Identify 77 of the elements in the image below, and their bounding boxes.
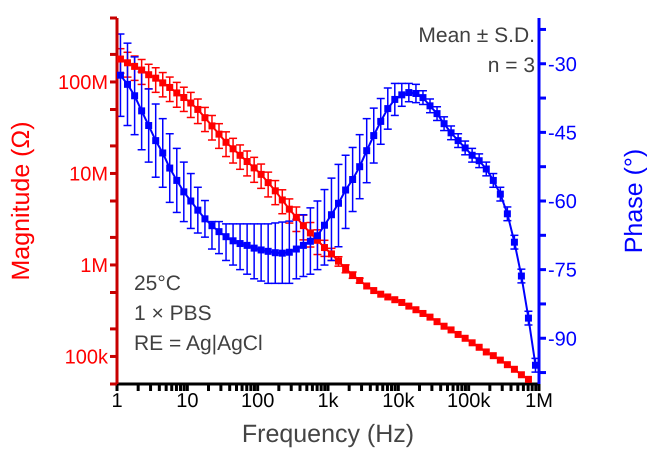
- x-tick-label: 100k: [446, 390, 492, 412]
- point: [194, 106, 202, 113]
- point: [152, 74, 160, 82]
- point: [230, 145, 237, 152]
- x-axis-title: Frequency (Hz): [242, 420, 414, 448]
- x-tick-label: 100: [240, 390, 274, 412]
- point: [272, 187, 279, 194]
- annotation: 25°C: [134, 272, 181, 296]
- x-tick-label: 1: [111, 390, 123, 412]
- point: [440, 322, 448, 330]
- point: [398, 298, 406, 306]
- point: [250, 164, 258, 172]
- y-axis-title: Magnitude (Ω): [6, 121, 35, 281]
- point: [300, 222, 307, 230]
- x-tick-label: 1M: [525, 390, 553, 412]
- y-tick-label: 1M: [80, 255, 108, 278]
- point: [201, 114, 208, 122]
- point: [468, 339, 476, 346]
- y-tick-label: 100k: [64, 346, 109, 369]
- x-tick-label: 10k: [382, 390, 416, 412]
- y2-tick-label: -90: [548, 328, 577, 350]
- point: [138, 66, 146, 74]
- point: [166, 84, 174, 91]
- point: [370, 287, 378, 294]
- point: [434, 318, 441, 326]
- point: [524, 376, 532, 383]
- annotation: RE = Ag|AgCl: [134, 332, 263, 356]
- point: [405, 302, 412, 310]
- point: [187, 99, 194, 106]
- point: [363, 282, 370, 290]
- point: [510, 366, 518, 373]
- point: [264, 179, 272, 186]
- point: [208, 122, 216, 130]
- x-tick-label: 10: [176, 390, 198, 412]
- point: [412, 306, 420, 314]
- annotation: n = 3: [488, 54, 535, 78]
- point: [454, 330, 462, 338]
- point: [222, 138, 230, 146]
- annotation: 1 × PBS: [134, 302, 212, 326]
- y-tick-label: 100M: [58, 72, 108, 94]
- point: [384, 293, 392, 300]
- point: [476, 344, 483, 351]
- point: [518, 371, 525, 378]
- point: [426, 314, 434, 321]
- annotation: Mean ± S.D.: [418, 24, 535, 48]
- y2-tick-label: -75: [548, 260, 577, 282]
- point: [236, 152, 244, 159]
- x-tick-label: 1k: [317, 390, 340, 412]
- point: [278, 196, 286, 204]
- point: [482, 348, 490, 356]
- point: [131, 62, 138, 70]
- point: [504, 361, 511, 368]
- point: [448, 326, 455, 334]
- y2-tick-label: -30: [548, 54, 577, 76]
- point: [306, 229, 314, 236]
- point: [286, 206, 293, 213]
- point: [391, 296, 398, 304]
- point: [419, 310, 426, 317]
- point: [216, 130, 222, 138]
- y2-axis-title: Phase (°): [620, 148, 647, 254]
- point: [145, 71, 152, 78]
- point: [462, 334, 469, 342]
- point: [173, 89, 180, 96]
- point: [377, 290, 384, 298]
- point: [496, 356, 504, 364]
- point: [117, 56, 124, 63]
- point: [180, 94, 188, 102]
- point: [124, 59, 131, 66]
- point: [328, 250, 335, 258]
- point: [320, 244, 328, 252]
- y2-tick-label: -60: [548, 191, 577, 214]
- point: [490, 352, 497, 360]
- y2-tick-label: -45: [548, 122, 577, 144]
- y-tick-label: 10M: [69, 164, 108, 186]
- point: [244, 158, 251, 166]
- point: [258, 170, 265, 178]
- point: [159, 79, 166, 86]
